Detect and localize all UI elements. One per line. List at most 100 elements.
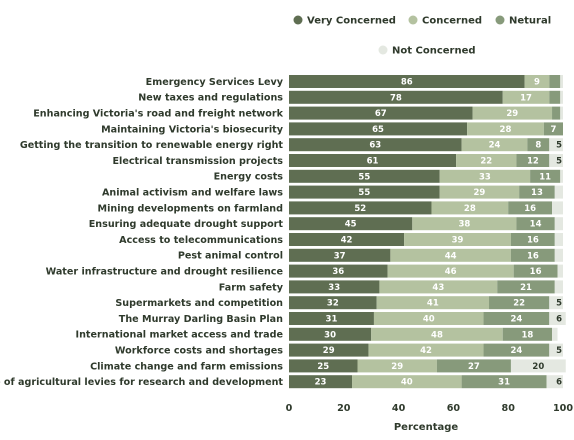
bar-netural — [510, 248, 555, 262]
bar-netural — [549, 90, 561, 104]
bar-very-concerned — [289, 343, 369, 357]
category-label: Workforce costs and shortages — [115, 346, 283, 357]
value-label: 8 — [535, 141, 541, 151]
bar-very-concerned — [289, 75, 525, 88]
bar-netural — [508, 201, 553, 215]
bar-very-concerned — [289, 248, 391, 262]
value-label: 20 — [532, 362, 544, 372]
value-label: 31 — [498, 378, 510, 388]
bar-concerned — [379, 280, 498, 294]
value-label: 16 — [527, 236, 539, 246]
bar-not-concerned — [554, 233, 563, 246]
bar-very-concerned — [289, 375, 353, 389]
bar-very-concerned — [289, 90, 503, 104]
value-label: 55 — [358, 188, 370, 198]
bar-not-concerned — [560, 169, 563, 183]
bar-concerned — [502, 90, 550, 104]
value-label: 32 — [327, 299, 339, 309]
value-label: 12 — [527, 157, 539, 167]
bar-concerned — [461, 138, 528, 152]
value-label: 40 — [401, 378, 413, 388]
x-axis-label: Percentage — [394, 422, 459, 433]
legend-swatch-concerned — [408, 15, 418, 25]
value-label: 6 — [556, 378, 562, 388]
x-tick-label: 100 — [553, 403, 573, 414]
bar-not-concerned — [554, 248, 563, 262]
bar-netural — [483, 312, 550, 325]
bar-netural — [552, 106, 561, 120]
legend-swatch-netural — [495, 15, 505, 25]
value-label: 29 — [506, 109, 518, 119]
category-label: Climate change and farm emissions — [90, 361, 283, 372]
bar-concerned — [431, 201, 509, 215]
value-label: 30 — [324, 330, 336, 340]
bar-not-concerned — [552, 327, 558, 341]
value-label: 22 — [513, 299, 525, 309]
bar-concerned — [368, 343, 484, 357]
category-label: The Murray Darling Basin Plan — [119, 314, 283, 325]
value-label: 40 — [423, 315, 435, 325]
category-label: Mining developments on farmland — [98, 203, 284, 214]
category-label: Use of agricultural levies for research … — [0, 377, 283, 388]
value-label: 29 — [391, 362, 403, 372]
bar-very-concerned — [289, 217, 413, 231]
legend-label-very-concerned: Very Concerned — [307, 16, 396, 27]
value-label: 13 — [531, 188, 543, 198]
bar-very-concerned — [289, 185, 440, 199]
value-label: 31 — [326, 315, 338, 325]
bar-very-concerned — [289, 359, 358, 373]
bar-not-concerned — [560, 90, 563, 104]
value-label: 22 — [480, 157, 492, 167]
bar-very-concerned — [289, 312, 374, 325]
value-label: 25 — [317, 362, 329, 372]
bar-not-concerned — [552, 201, 563, 215]
value-label: 24 — [510, 346, 522, 356]
value-label: 41 — [427, 299, 439, 309]
x-axis: 0 20 40 60 80 100 — [286, 403, 574, 414]
value-label: 29 — [474, 188, 486, 198]
bar-netural — [436, 359, 511, 373]
bar-not-concerned — [560, 106, 563, 120]
value-label: 61 — [367, 157, 379, 167]
bar-not-concerned — [554, 217, 563, 231]
category-label: Animal activism and welfare laws — [102, 188, 283, 199]
value-label: 24 — [510, 315, 522, 325]
value-label: 48 — [431, 330, 443, 340]
value-label: 17 — [520, 93, 532, 103]
bar-concerned — [404, 233, 511, 246]
bar-very-concerned — [289, 280, 380, 294]
category-labels: Emergency Services Levy New taxes and reg… — [0, 77, 284, 388]
bar-concerned — [376, 296, 490, 310]
category-label: Access to telecommunications — [119, 235, 283, 246]
value-label: 5 — [556, 346, 562, 356]
value-label: 23 — [315, 378, 327, 388]
value-label: 46 — [445, 267, 457, 277]
value-label: 24 — [489, 141, 501, 151]
value-label: 44 — [445, 251, 457, 261]
bar-concerned — [357, 359, 437, 373]
legend-label-not-concerned: Not Concerned — [392, 46, 476, 57]
x-tick-label: 60 — [447, 403, 461, 414]
value-label: 16 — [530, 267, 542, 277]
bar-netural — [489, 296, 550, 310]
bar-concerned — [439, 169, 531, 183]
bar-concerned — [456, 154, 517, 167]
x-tick-label: 80 — [502, 403, 516, 414]
value-label: 14 — [530, 220, 542, 230]
bar-concerned — [373, 312, 484, 325]
category-label: Farm safety — [219, 282, 284, 293]
bar-netural — [516, 154, 550, 167]
value-label: 16 — [524, 204, 536, 214]
bar-netural — [497, 280, 555, 294]
value-label: 16 — [527, 251, 539, 261]
value-label: 5 — [556, 157, 562, 167]
value-label: 86 — [401, 78, 413, 88]
value-label: 67 — [375, 109, 387, 119]
value-label: 45 — [345, 220, 357, 230]
bar-concerned — [467, 122, 544, 136]
bar-not-concerned — [549, 154, 563, 167]
bar-very-concerned — [289, 264, 388, 278]
bar-very-concerned — [289, 169, 440, 183]
